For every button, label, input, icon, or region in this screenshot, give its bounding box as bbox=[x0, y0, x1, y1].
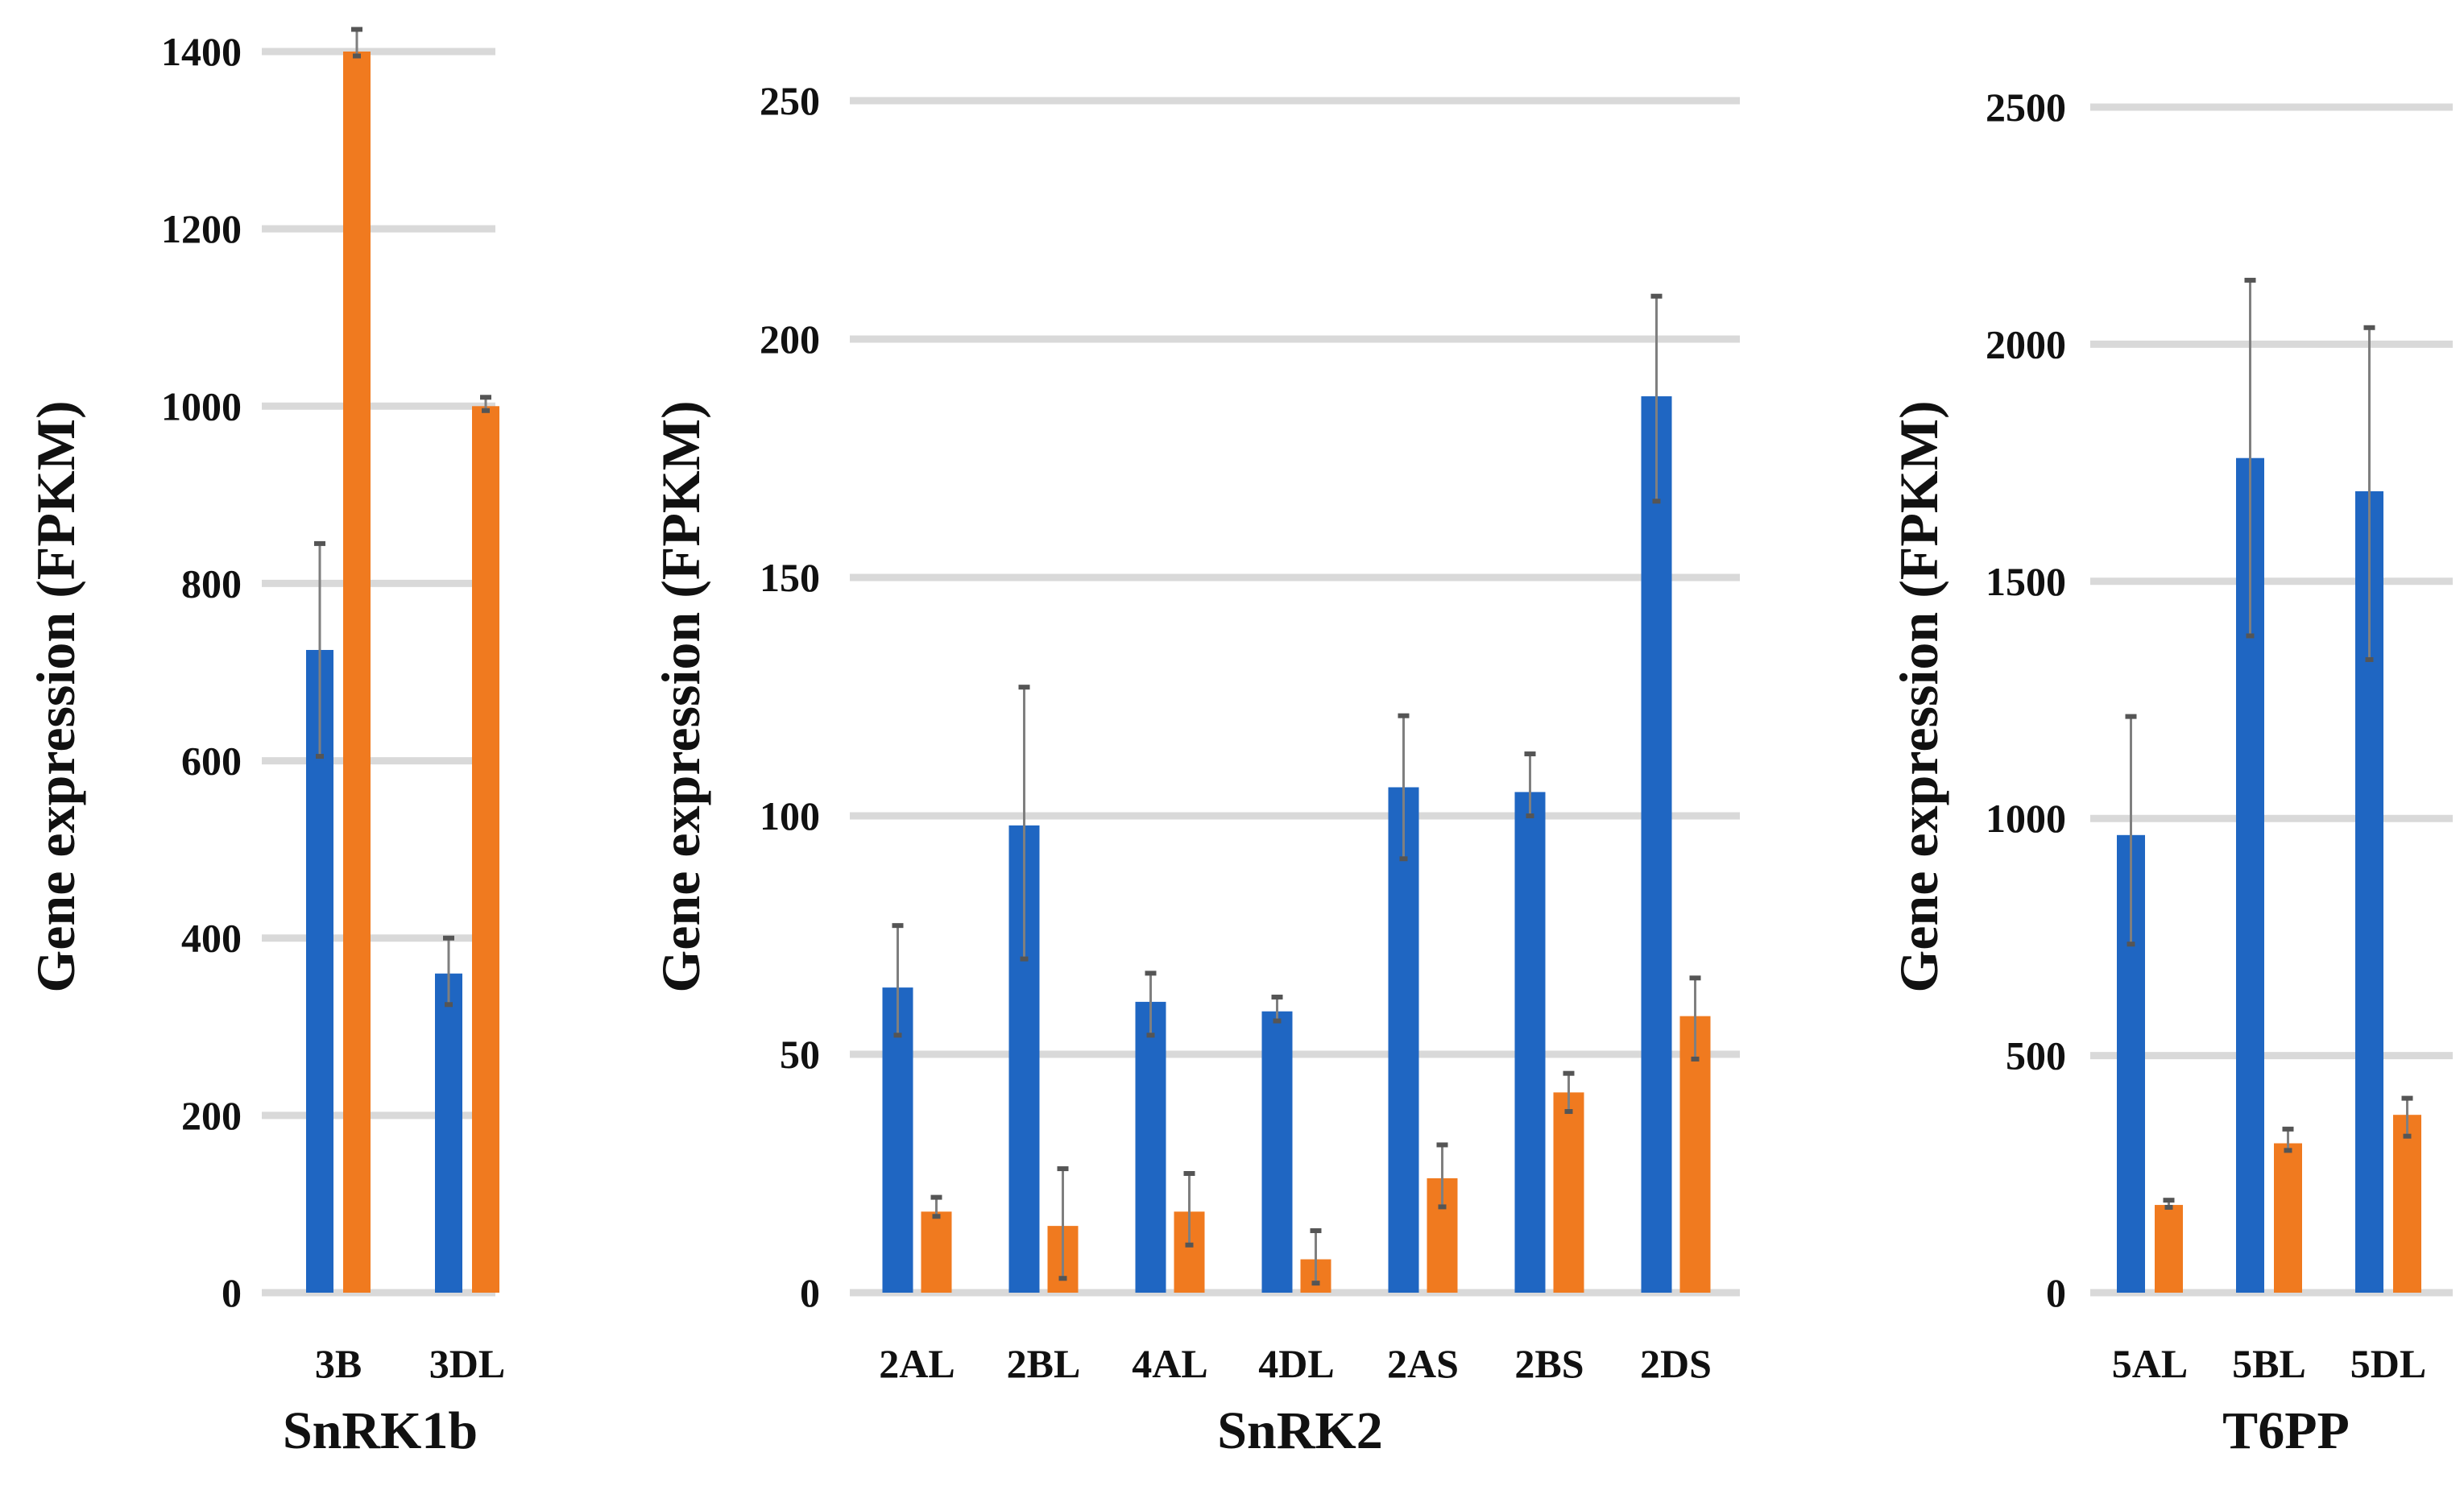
chart-snrk2-bar-series2-2al bbox=[921, 1211, 952, 1293]
chart-t6pp-bar-series2-5al bbox=[2155, 1205, 2183, 1293]
chart-snrk2: Gene expression (FPKM) SnRK2 0 50 100 150 20… bbox=[650, 78, 1740, 1460]
chart-t6pp-y-tick-label: 2500 bbox=[1986, 85, 2066, 130]
chart-t6pp-y-tick-label: 0 bbox=[2046, 1270, 2066, 1315]
chart-snrk1b-y-tick-label: 800 bbox=[181, 561, 242, 606]
chart-snrk2-bar-series2-2ds bbox=[1679, 1016, 1711, 1293]
chart-snrk1b-category-label: 3B bbox=[315, 1341, 362, 1386]
chart-snrk2-y-tick-label: 200 bbox=[760, 317, 820, 362]
chart-snrk2-category-label: 2BS bbox=[1514, 1341, 1584, 1386]
chart-snrk2-bar-series1-2al bbox=[882, 987, 913, 1293]
chart-t6pp-category-label: 5BL bbox=[2232, 1341, 2306, 1386]
chart-t6pp-category-label: 5DL bbox=[2350, 1341, 2426, 1386]
chart-snrk2-y-axis-title: Gene expression (FPKM) bbox=[650, 400, 711, 992]
chart-snrk1b: Gene expression (FPKM) SnRK1b 0 200 400 600… bbox=[25, 27, 505, 1460]
chart-t6pp-y-tick-label: 2000 bbox=[1986, 321, 2066, 366]
chart-snrk1b-y-tick-label: 400 bbox=[181, 916, 242, 961]
chart-snrk1b-title: SnRK1b bbox=[283, 1401, 478, 1460]
chart-snrk1b-y-tick-label: 1200 bbox=[161, 206, 242, 251]
chart-snrk1b-bar-series1-3dl bbox=[435, 973, 462, 1293]
chart-snrk2-y-tick-label: 100 bbox=[760, 793, 820, 838]
chart-snrk1b-y-tick-label: 200 bbox=[181, 1093, 242, 1138]
chart-snrk2-title: SnRK2 bbox=[1217, 1401, 1382, 1460]
chart-snrk2-y-tick-label: 250 bbox=[760, 78, 820, 123]
chart-snrk1b-y-tick-label: 600 bbox=[181, 739, 242, 784]
chart-t6pp-bar-series2-5bl bbox=[2274, 1143, 2302, 1293]
chart-snrk2-category-label: 2BL bbox=[1007, 1341, 1081, 1386]
chart-t6pp-y-tick-label: 500 bbox=[2006, 1033, 2066, 1078]
chart-snrk1b-category-label: 3DL bbox=[429, 1341, 505, 1386]
chart-t6pp: Gene expression (FPKM) T6PP 0 500 1000 1500… bbox=[1888, 85, 2453, 1460]
chart-snrk2-category-label: 2DS bbox=[1640, 1341, 1712, 1386]
chart-t6pp-y-tick-label: 1000 bbox=[1986, 796, 2066, 841]
chart-t6pp-bar-series2-5dl bbox=[2393, 1115, 2421, 1293]
chart-t6pp-title: T6PP bbox=[2222, 1401, 2350, 1460]
chart-t6pp-y-tick-label: 1500 bbox=[1986, 559, 2066, 604]
chart-snrk1b-y-tick-label: 1400 bbox=[161, 29, 242, 74]
chart-snrk1b-y-axis-title: Gene expression (FPKM) bbox=[25, 400, 86, 992]
chart-snrk1b-bar-series2-3b bbox=[343, 52, 371, 1293]
chart-t6pp-y-axis-title: Gene expression (FPKM) bbox=[1888, 400, 1949, 992]
chart-snrk2-bar-series1-4dl bbox=[1261, 1011, 1293, 1293]
chart-snrk1b-y-tick-label: 1000 bbox=[161, 383, 242, 428]
chart-snrk2-category-label: 4AL bbox=[1132, 1341, 1207, 1386]
chart-snrk2-bar-series1-2bs bbox=[1514, 792, 1546, 1293]
chart-snrk1b-bar-series2-3dl bbox=[472, 406, 499, 1293]
chart-snrk2-category-label: 2AS bbox=[1387, 1341, 1459, 1386]
chart-snrk2-bar-series1-2ds bbox=[1641, 396, 1672, 1293]
chart-snrk2-category-label: 4DL bbox=[1258, 1341, 1334, 1386]
chart-snrk2-bar-series1-2as bbox=[1388, 787, 1419, 1293]
chart-snrk2-y-tick-label: 150 bbox=[760, 555, 820, 600]
chart-snrk2-y-tick-label: 0 bbox=[800, 1270, 820, 1315]
chart-snrk2-bar-series1-4al bbox=[1135, 1001, 1166, 1293]
chart-t6pp-category-label: 5AL bbox=[2112, 1341, 2188, 1386]
chart-snrk2-y-tick-label: 50 bbox=[780, 1032, 820, 1077]
chart-snrk1b-y-tick-label: 0 bbox=[222, 1270, 242, 1315]
chart-snrk2-category-label: 2AL bbox=[879, 1341, 955, 1386]
chart-snrk2-bar-series2-2bs bbox=[1553, 1092, 1584, 1293]
